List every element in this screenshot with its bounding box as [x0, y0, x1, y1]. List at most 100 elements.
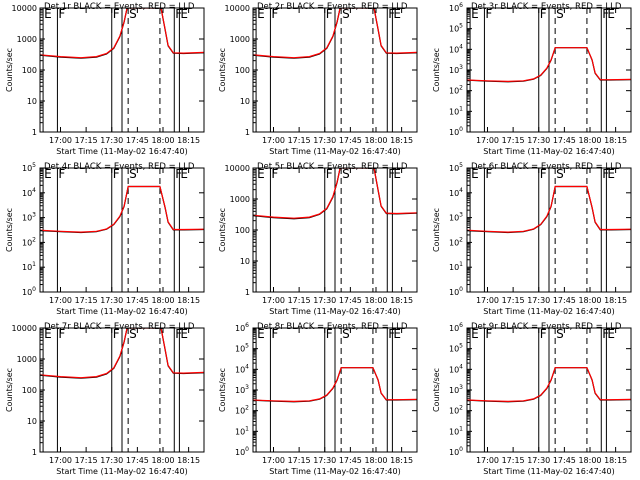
y-tick-label: 101 [22, 261, 36, 272]
y-tick-label: 101 [449, 261, 463, 272]
x-tick-label: 17:15 [75, 456, 98, 465]
y-tick-label: 1000 [17, 355, 37, 364]
chart-title: Det 2r BLACK = Events, RED = LLD [257, 2, 408, 12]
y-axis-label: Counts/sec [432, 208, 441, 252]
marker-label: F [602, 167, 609, 181]
marker-label: F [175, 327, 182, 341]
x-tick-label: 17:15 [502, 136, 525, 145]
x-tick-label: 18:00 [151, 296, 174, 305]
x-tick-label: 17:00 [49, 456, 72, 465]
y-tick-label: 106 [235, 322, 249, 333]
series-red-line [253, 168, 417, 219]
marker-label: S [129, 7, 137, 21]
y-tick-label: 103 [235, 384, 249, 395]
plot-frame [39, 167, 205, 293]
x-tick-label: 17:00 [49, 296, 72, 305]
y-tick-label: 104 [235, 363, 249, 374]
marker-label: F [271, 167, 278, 181]
marker-label: E [180, 7, 188, 21]
y-tick-label: 100 [235, 226, 250, 235]
y-tick-label: 104 [449, 363, 463, 374]
y-tick-label: 103 [449, 64, 463, 75]
x-tick-label: 17:00 [476, 136, 499, 145]
marker-label: E [257, 7, 265, 21]
x-tick-label: 17:45 [339, 456, 362, 465]
y-axis-label: Counts/sec [432, 368, 441, 412]
y-tick-label: 102 [22, 236, 36, 247]
y-tick-label: 100 [235, 446, 249, 457]
marker-label: E [393, 7, 401, 21]
chart-title: Det 6r BLACK = Events, RED = LLD [471, 162, 622, 172]
chart-title: Det 5r BLACK = Events, RED = LLD [257, 162, 408, 172]
marker-label: S [129, 327, 137, 341]
x-tick-label: 18:00 [578, 456, 601, 465]
y-axis-label: Counts/sec [5, 368, 14, 412]
marker-label: E [607, 167, 615, 181]
marker-label: E [471, 327, 479, 341]
x-tick-label: 17:45 [553, 296, 576, 305]
y-tick-label: 100 [22, 386, 37, 395]
series-red-line [40, 8, 204, 59]
marker-label: E [180, 167, 188, 181]
y-tick-label: 10000 [225, 4, 250, 13]
x-tick-label: 18:15 [604, 456, 627, 465]
chart-title: Det 7r BLACK = Events, RED = LLD [44, 322, 195, 332]
marker-label: E [471, 167, 479, 181]
x-tick-label: 18:15 [390, 296, 413, 305]
x-tick-label: 17:45 [553, 456, 576, 465]
y-tick-label: 10 [240, 97, 250, 106]
y-tick-label: 106 [449, 2, 463, 13]
y-tick-label: 104 [449, 187, 463, 198]
marker-label: F [58, 7, 65, 21]
marker-label: F [271, 327, 278, 341]
marker-label: E [44, 327, 52, 341]
y-tick-label: 102 [449, 236, 463, 247]
x-tick-label: 17:30 [313, 456, 336, 465]
y-tick-label: 1000 [17, 35, 37, 44]
series-red-line [253, 8, 417, 59]
marker-label: F [326, 7, 333, 21]
x-tick-label: 18:00 [578, 296, 601, 305]
series-red-line [40, 328, 204, 379]
marker-label: S [556, 167, 564, 181]
marker-label: E [607, 7, 615, 21]
y-tick-label: 103 [449, 212, 463, 223]
marker-label: E [607, 327, 615, 341]
plot-frame [466, 167, 632, 293]
y-tick-label: 100 [449, 126, 463, 137]
x-tick-label: 17:15 [75, 136, 98, 145]
y-tick-label: 102 [449, 405, 463, 416]
series-red-line [467, 47, 631, 83]
y-tick-label: 10000 [12, 4, 37, 13]
marker-label: F [326, 167, 333, 181]
y-axis-label: Counts/sec [5, 208, 14, 252]
x-tick-label: 18:00 [364, 456, 387, 465]
y-tick-label: 105 [449, 23, 463, 34]
marker-label: S [556, 327, 564, 341]
y-tick-label: 100 [235, 66, 250, 75]
marker-label: E [393, 167, 401, 181]
x-axis-label: Start Time (11-May-02 16:47:40) [483, 307, 614, 316]
y-tick-label: 1000 [230, 195, 250, 204]
y-tick-label: 100 [22, 66, 37, 75]
x-tick-label: 18:15 [177, 296, 200, 305]
x-tick-label: 17:45 [339, 136, 362, 145]
x-tick-label: 17:00 [262, 296, 285, 305]
series-red-line [40, 185, 204, 233]
x-tick-label: 17:00 [476, 296, 499, 305]
y-tick-label: 105 [235, 343, 249, 354]
chart-title: Det 4r BLACK = Events, RED = LLD [44, 162, 195, 172]
x-tick-label: 17:45 [339, 296, 362, 305]
x-axis-label: Start Time (11-May-02 16:47:40) [483, 467, 614, 476]
chart-title: Det 8r BLACK = Events, RED = LLD [257, 322, 408, 332]
marker-label: E [393, 327, 401, 341]
y-tick-label: 104 [449, 43, 463, 54]
x-tick-label: 17:15 [288, 296, 311, 305]
y-tick-label: 101 [449, 425, 463, 436]
y-tick-label: 1 [32, 448, 37, 457]
